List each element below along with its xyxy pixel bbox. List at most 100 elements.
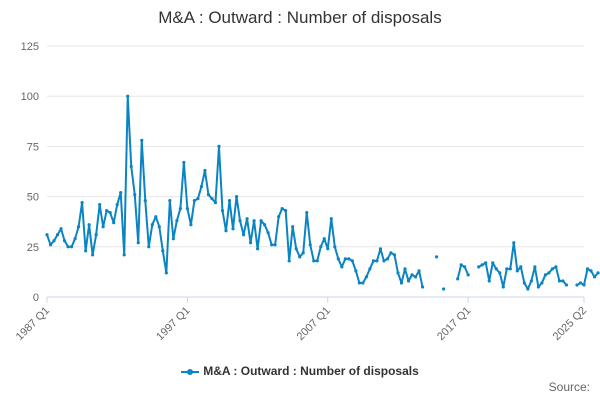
data-point[interactable]	[48, 243, 53, 247]
data-point[interactable]	[347, 257, 351, 261]
data-point[interactable]	[382, 259, 386, 263]
data-point[interactable]	[73, 237, 77, 241]
data-point[interactable]	[171, 237, 175, 241]
data-point[interactable]	[112, 221, 116, 225]
data-point[interactable]	[596, 271, 600, 275]
data-point[interactable]	[561, 279, 565, 283]
data-point[interactable]	[399, 281, 404, 285]
data-point[interactable]	[55, 233, 60, 237]
data-point[interactable]	[105, 209, 109, 213]
data-point[interactable]	[378, 247, 383, 251]
data-point[interactable]	[206, 192, 211, 197]
data-point[interactable]	[287, 259, 291, 263]
data-point[interactable]	[547, 271, 551, 275]
data-point[interactable]	[536, 285, 540, 289]
data-point[interactable]	[168, 199, 172, 203]
data-point[interactable]	[487, 279, 491, 283]
data-point[interactable]	[526, 287, 530, 291]
data-point[interactable]	[333, 245, 337, 249]
data-point[interactable]	[396, 271, 400, 275]
data-point[interactable]	[305, 211, 309, 215]
data-point[interactable]	[354, 269, 358, 273]
data-point[interactable]	[326, 247, 330, 251]
data-point[interactable]	[498, 271, 502, 275]
data-point[interactable]	[329, 217, 333, 221]
data-point[interactable]	[371, 259, 376, 263]
data-point[interactable]	[515, 269, 519, 273]
data-point[interactable]	[80, 201, 84, 205]
data-point[interactable]	[182, 160, 186, 165]
data-point[interactable]	[459, 263, 463, 267]
data-point[interactable]	[213, 201, 218, 205]
data-point[interactable]	[234, 195, 239, 199]
data-point[interactable]	[294, 247, 298, 251]
data-point[interactable]	[308, 243, 312, 247]
data-point[interactable]	[175, 219, 179, 223]
data-point[interactable]	[494, 267, 498, 271]
data-point[interactable]	[361, 281, 365, 285]
data-point[interactable]	[508, 267, 512, 271]
data-point[interactable]	[164, 271, 168, 275]
data-point[interactable]	[477, 265, 481, 269]
data-point[interactable]	[413, 275, 418, 279]
data-point[interactable]	[133, 192, 137, 197]
data-point[interactable]	[505, 267, 509, 271]
data-point[interactable]	[533, 265, 537, 269]
data-point[interactable]	[126, 94, 130, 98]
data-point[interactable]	[150, 223, 154, 227]
data-point[interactable]	[466, 273, 470, 277]
data-point[interactable]	[298, 255, 302, 259]
data-point[interactable]	[203, 168, 207, 173]
data-point[interactable]	[161, 249, 165, 253]
data-point[interactable]	[108, 211, 112, 215]
data-point[interactable]	[550, 267, 555, 271]
data-point[interactable]	[266, 231, 270, 235]
data-point[interactable]	[231, 227, 235, 231]
data-point[interactable]	[322, 237, 326, 241]
data-point[interactable]	[94, 233, 98, 237]
data-point[interactable]	[522, 281, 526, 285]
data-point[interactable]	[76, 225, 81, 229]
data-point[interactable]	[241, 233, 246, 237]
data-point[interactable]	[340, 265, 344, 269]
data-point[interactable]	[291, 225, 295, 229]
data-point[interactable]	[456, 277, 460, 281]
data-point[interactable]	[259, 219, 263, 223]
data-point[interactable]	[368, 267, 372, 271]
data-point[interactable]	[406, 279, 411, 283]
data-point[interactable]	[375, 259, 379, 263]
data-point[interactable]	[140, 138, 144, 142]
data-point[interactable]	[434, 255, 439, 259]
data-point[interactable]	[69, 245, 74, 249]
data-point[interactable]	[557, 279, 562, 283]
data-point[interactable]	[582, 283, 586, 287]
data-point[interactable]	[189, 223, 193, 227]
data-point[interactable]	[52, 239, 56, 243]
data-point[interactable]	[84, 249, 88, 253]
data-point[interactable]	[312, 259, 316, 263]
data-point[interactable]	[185, 207, 189, 211]
data-point[interactable]	[301, 251, 305, 255]
data-point[interactable]	[273, 243, 277, 247]
data-point[interactable]	[417, 269, 421, 273]
data-point[interactable]	[59, 227, 63, 231]
data-point[interactable]	[592, 275, 597, 279]
data-point[interactable]	[484, 261, 488, 265]
data-point[interactable]	[336, 257, 340, 261]
data-point[interactable]	[357, 281, 361, 285]
data-point[interactable]	[364, 275, 368, 279]
data-point[interactable]	[420, 285, 425, 289]
data-point[interactable]	[115, 203, 119, 207]
data-point[interactable]	[66, 245, 70, 249]
data-point[interactable]	[192, 199, 197, 203]
data-point[interactable]	[442, 287, 446, 291]
data-point[interactable]	[389, 251, 393, 255]
data-point[interactable]	[101, 225, 105, 229]
data-point[interactable]	[403, 267, 407, 271]
data-point[interactable]	[220, 209, 225, 213]
data-point[interactable]	[392, 253, 397, 257]
data-point[interactable]	[87, 223, 91, 227]
data-point[interactable]	[519, 265, 523, 269]
data-point[interactable]	[217, 144, 221, 148]
data-point[interactable]	[578, 281, 583, 285]
